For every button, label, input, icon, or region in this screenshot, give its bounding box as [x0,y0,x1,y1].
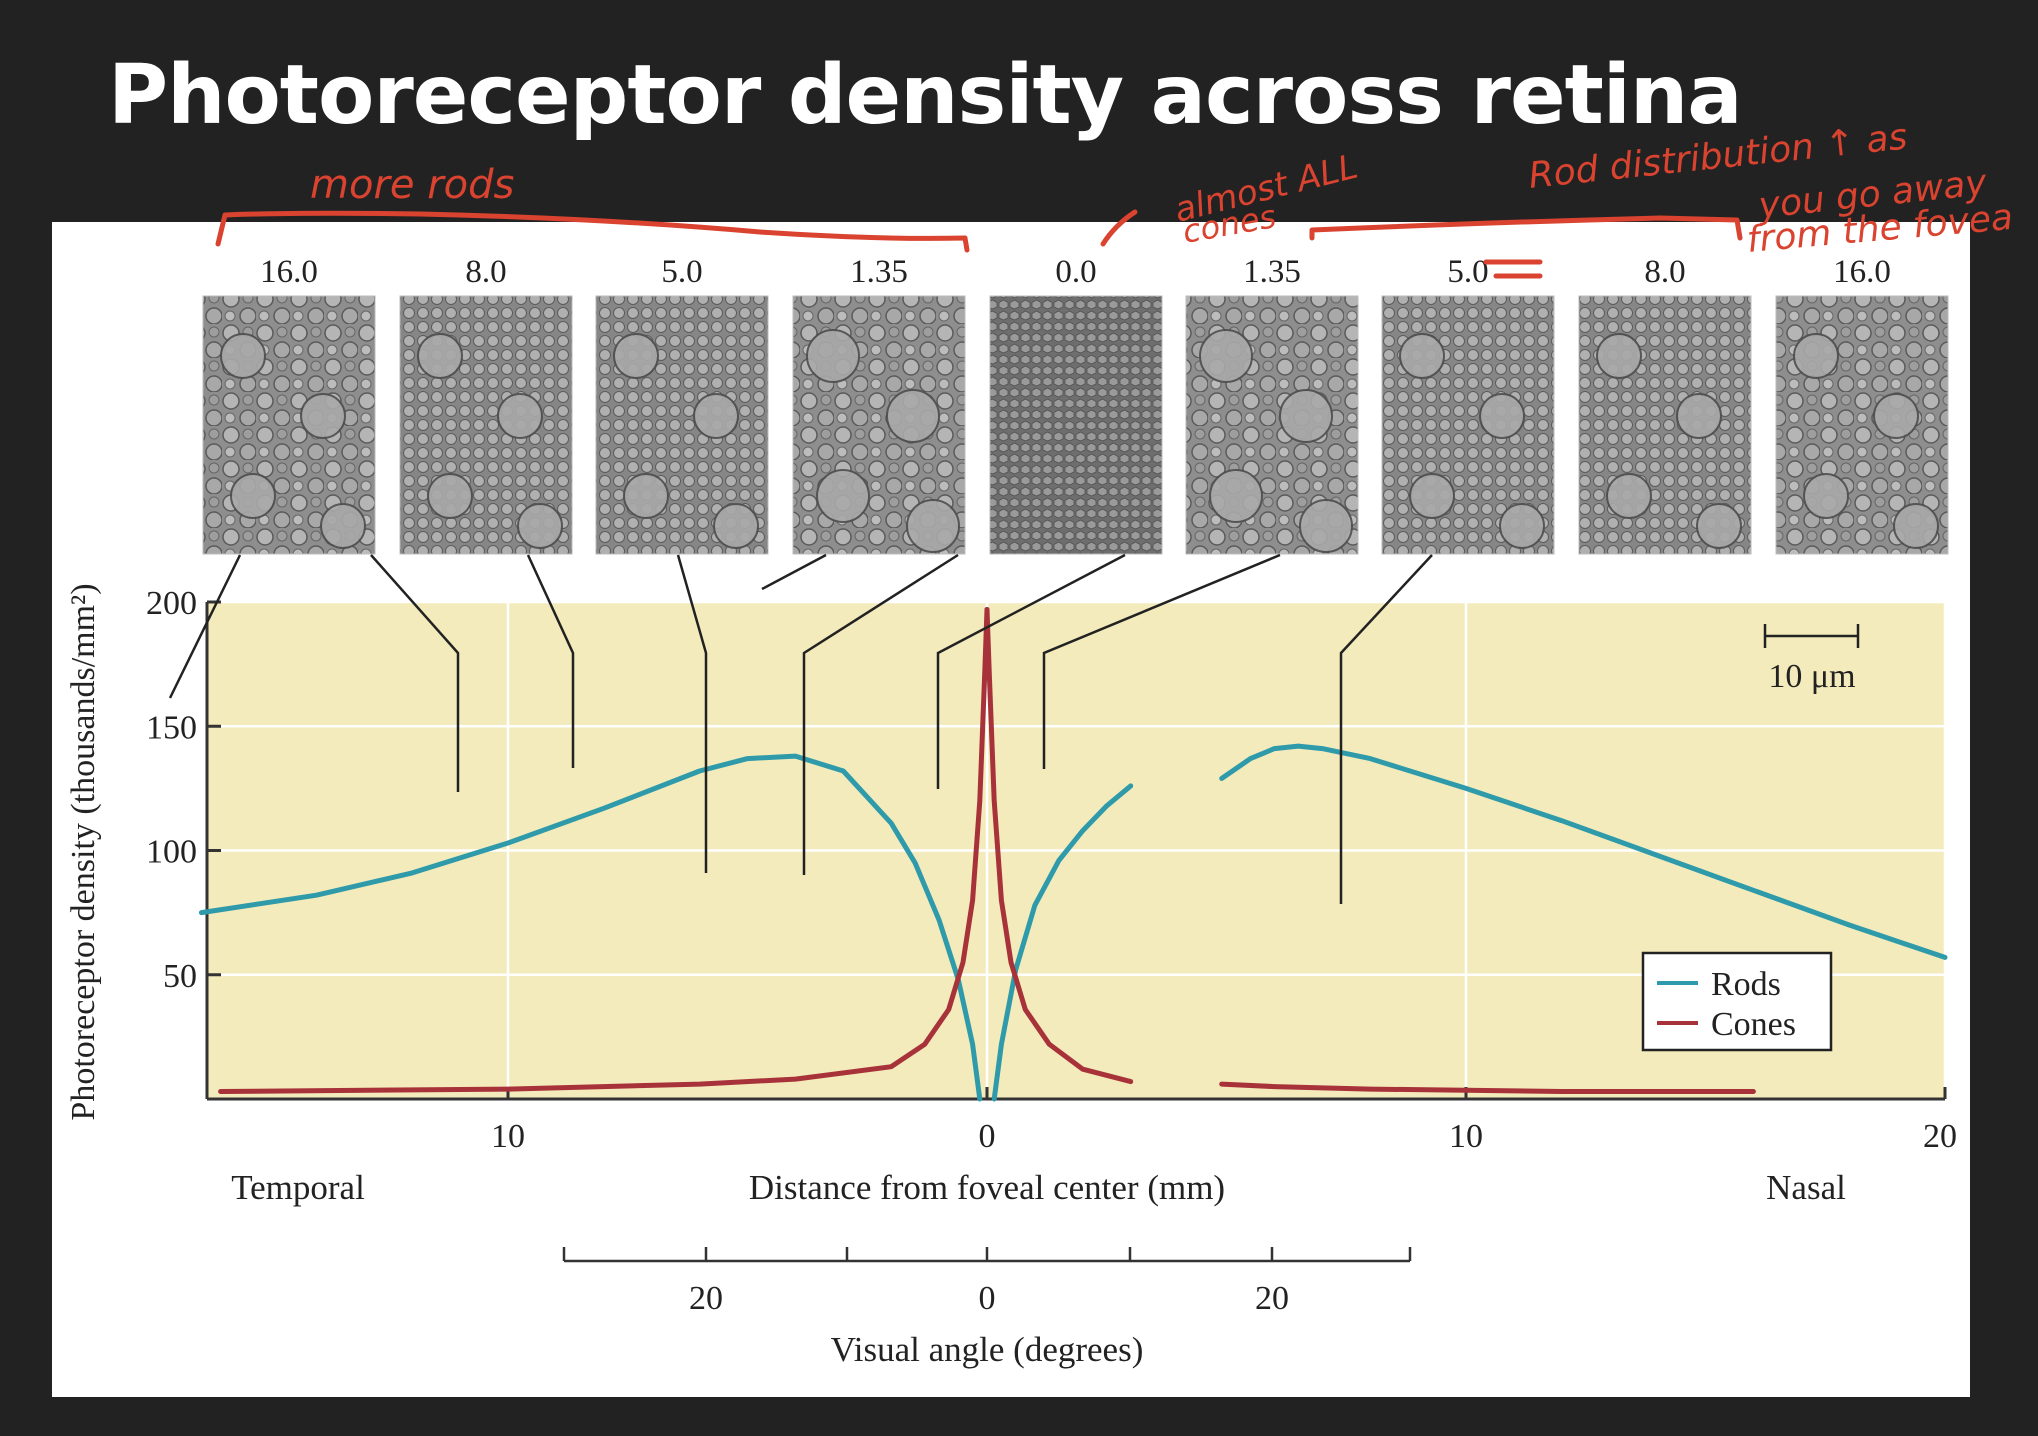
figure-panel: 16.0 8.0 5.0 1.35 0.0 1.35 5.0 8.0 16.0 50 100 150… [52,222,1970,1397]
micrograph: 0.0 [989,254,1163,555]
density-chart: 16.0 8.0 5.0 1.35 0.0 1.35 5.0 8.0 16.0 50100150… [65,254,1957,1369]
visual-angle-tick-label: 0 [979,1280,996,1317]
slide-title: Photoreceptor density across retina [108,48,1743,143]
micrograph-eccentricity-label: 8.0 [1644,254,1685,290]
leader-line [1339,554,1433,904]
series-line [1219,1081,1756,1094]
micrograph-row: 16.0 8.0 5.0 1.35 0.0 1.35 5.0 8.0 16.0 [202,254,1949,555]
micrograph: 5.0 [595,254,769,555]
y-tick-label: 50 [163,958,197,995]
series-rods [198,743,1948,1102]
visual-angle-tick-label: 20 [1255,1280,1289,1317]
micrograph: 5.0 [1381,254,1555,555]
x-tick-label: 10 [491,1118,525,1155]
series-cones [218,607,1756,1094]
leader-line [761,553,827,591]
leader-line [168,554,242,699]
legend-entry-rods: Rods [1711,966,1781,1003]
x-tick-label: 0 [979,1118,996,1155]
series-line [984,607,1134,1085]
annotation-more-rods: more rods [310,162,514,208]
y-tick-label: 200 [146,585,197,622]
micrograph: 8.0 [399,254,573,555]
series-line [198,753,983,1102]
leader-line [676,554,708,873]
series-line [218,607,990,1094]
micrograph-eccentricity-label: 5.0 [1447,254,1488,290]
leader-line [1042,553,1281,769]
micrograph-eccentricity-label: 5.0 [661,254,702,290]
annotation-almost-all-line1: almost ALL [1171,147,1362,231]
x-tick-label: 10 [1449,1118,1483,1155]
scale-bar: 10 μm [1763,624,1860,695]
series-line [991,783,1134,1102]
visual-angle-label: Visual angle (degrees) [831,1330,1144,1369]
micrograph: 1.35 [792,254,966,555]
micrograph-eccentricity-label: 1.35 [850,254,908,290]
visual-angle-tick-label: 20 [689,1280,723,1317]
series-line [1219,743,1948,960]
x-tick-label: 20 [1923,1118,1957,1155]
leader-line [370,554,460,792]
micrograph-eccentricity-label: 8.0 [465,254,506,290]
leader-lines [168,553,1433,904]
micrograph-eccentricity-label: 16.0 [260,254,318,290]
micrograph: 16.0 [202,254,376,555]
micrograph-image [989,295,1163,555]
temporal-label: Temporal [231,1168,365,1207]
legend-entry-cones: Cones [1711,1006,1796,1043]
micrograph-eccentricity-label: 1.35 [1243,254,1301,290]
micrograph-eccentricity-label: 0.0 [1055,254,1096,290]
micrograph: 8.0 [1578,254,1752,555]
y-tick-label: 100 [146,834,197,871]
annotation-rod-distribution-line2: you go away [1756,162,1989,227]
micrograph: 1.35 [1185,254,1359,555]
x-axis-label: Distance from foveal center (mm) [749,1168,1225,1207]
nasal-label: Nasal [1766,1168,1846,1207]
micrograph-eccentricity-label: 16.0 [1833,254,1891,290]
leader-line [526,554,575,768]
micrograph: 16.0 [1775,254,1949,555]
leader-line [936,553,1126,789]
y-tick-label: 150 [146,709,197,746]
leader-line [802,553,959,875]
y-axis-label: Photoreceptor density (thousands/mm²) [65,583,102,1120]
scale-bar-label: 10 μm [1768,658,1855,695]
